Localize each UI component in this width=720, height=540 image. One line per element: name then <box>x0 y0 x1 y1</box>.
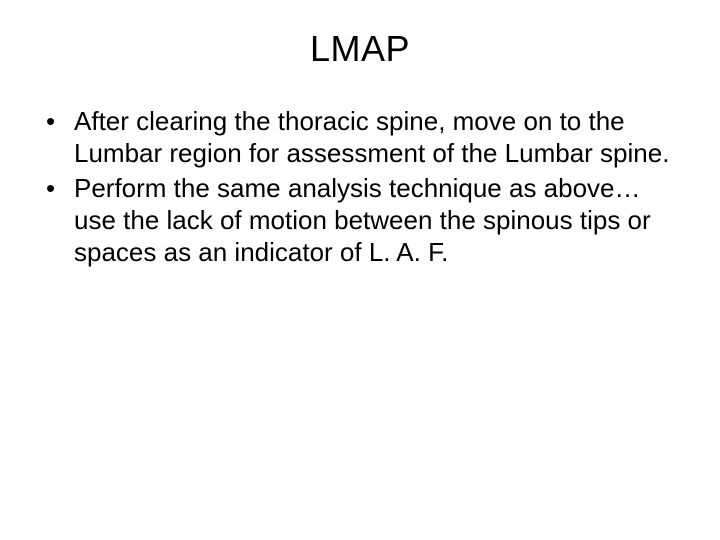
bullet-list: After clearing the thoracic spine, move … <box>40 106 680 269</box>
slide-title: LMAP <box>0 0 720 70</box>
slide-body: After clearing the thoracic spine, move … <box>0 70 720 269</box>
list-item: Perform the same analysis technique as a… <box>40 173 680 268</box>
list-item: After clearing the thoracic spine, move … <box>40 106 680 169</box>
slide: LMAP After clearing the thoracic spine, … <box>0 0 720 540</box>
